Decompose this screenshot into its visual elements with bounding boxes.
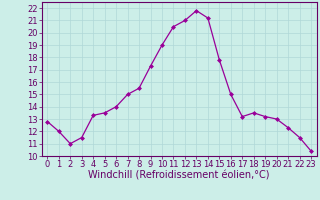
X-axis label: Windchill (Refroidissement éolien,°C): Windchill (Refroidissement éolien,°C) [88, 171, 270, 181]
